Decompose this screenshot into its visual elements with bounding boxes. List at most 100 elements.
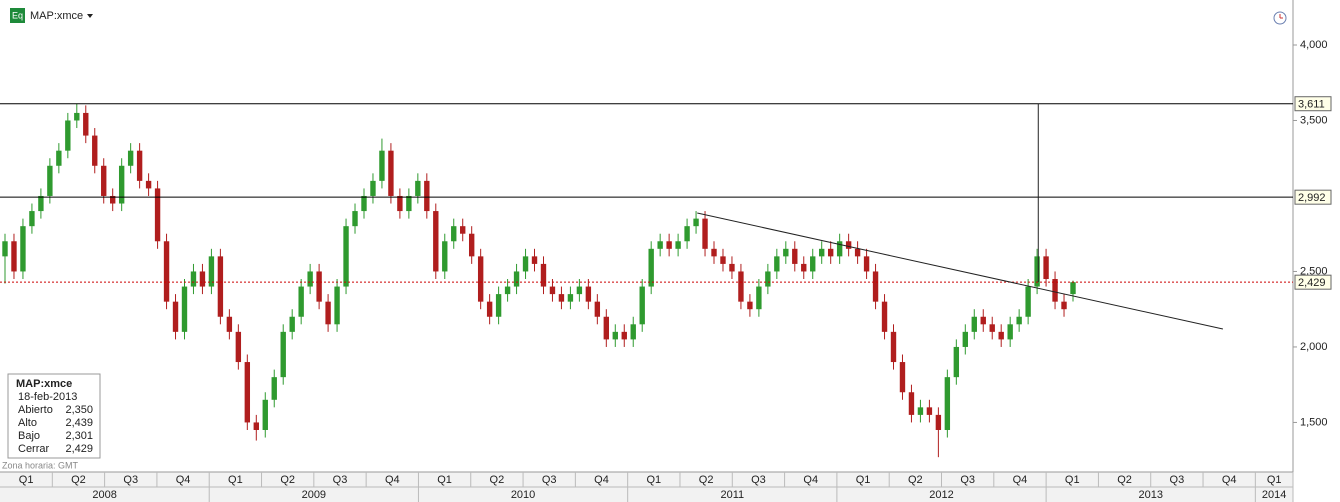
candle-body — [154, 188, 161, 242]
candle-body — [343, 226, 349, 287]
quarter-label: Q1 — [646, 474, 661, 486]
candle-body — [11, 241, 17, 272]
candle-body — [406, 195, 412, 212]
candle-body — [110, 195, 116, 204]
candle-body — [513, 271, 520, 287]
candle-body — [917, 407, 924, 415]
candle-body — [944, 377, 951, 430]
candle-body — [280, 331, 286, 378]
candle-body — [1043, 256, 1049, 280]
candle-body — [307, 271, 313, 287]
candle-body — [190, 271, 197, 287]
candle-body — [244, 362, 251, 423]
timezone: Zona horaria: GMT — [2, 460, 79, 470]
candle-body — [854, 248, 861, 257]
info-label: Bajo — [18, 430, 40, 442]
candle-body — [908, 392, 915, 415]
info-value: 2,350 — [65, 404, 93, 416]
candle-body — [451, 226, 457, 242]
candle-body — [810, 256, 816, 272]
year-label: 2011 — [720, 489, 744, 501]
candle-body — [747, 301, 753, 310]
candle-body — [693, 218, 699, 227]
candle-body — [208, 256, 215, 287]
candle-body — [603, 316, 610, 340]
candle-body — [83, 112, 89, 136]
candle-body — [971, 316, 977, 332]
candle-body — [433, 211, 439, 272]
dropdown-arrow[interactable] — [87, 14, 93, 18]
candle-body — [872, 271, 879, 302]
candle-body — [962, 331, 968, 347]
candle-body — [316, 271, 322, 302]
candle-body — [666, 241, 672, 249]
candle-body — [639, 286, 645, 325]
candle-body — [899, 362, 906, 393]
candle-body — [890, 331, 897, 363]
candle-body — [74, 112, 80, 121]
candle-body — [47, 165, 53, 196]
candle-body — [756, 286, 762, 310]
candle-body — [217, 256, 224, 317]
candle-body — [738, 271, 744, 302]
symbol-selector[interactable]: MAP:xmce — [30, 10, 83, 22]
candle-body — [199, 271, 206, 287]
candle-body — [657, 241, 663, 249]
quarter-label: Q2 — [699, 474, 714, 486]
level-label-box — [1294, 274, 1332, 290]
quarter-label: Q1 — [19, 474, 34, 486]
info-value: 2,439 — [65, 417, 93, 429]
candle-body — [1007, 324, 1013, 340]
candle-body — [621, 331, 627, 340]
candle-body — [1070, 282, 1076, 295]
candle-body — [20, 226, 26, 272]
quarter-label: Q3 — [960, 474, 975, 486]
candle-body — [935, 414, 942, 430]
candle-body — [783, 248, 789, 257]
clock-hands — [1279, 14, 1283, 19]
candle-body — [1016, 316, 1022, 325]
candle-body — [253, 422, 259, 430]
candle-body — [522, 256, 529, 272]
candle-body — [289, 316, 295, 332]
level-label: 2,992 — [1298, 192, 1326, 204]
level-label-box — [1294, 96, 1332, 112]
quarter-label: Q1 — [1267, 474, 1282, 486]
candle-body — [145, 180, 152, 189]
candle-body — [720, 256, 726, 264]
candle-body — [819, 248, 825, 257]
quarter-label: Q4 — [803, 474, 818, 486]
candle-body — [989, 324, 995, 332]
candle-body — [845, 241, 852, 249]
candle-body — [361, 195, 367, 212]
quarter-label: Q1 — [856, 474, 871, 486]
candle-body — [325, 301, 331, 325]
quarter-label: Q3 — [123, 474, 138, 486]
candle-body — [388, 150, 394, 196]
candle-body — [801, 263, 807, 272]
candle-body — [1034, 256, 1040, 287]
info-label: Abierto — [18, 404, 53, 416]
candle-body — [262, 399, 268, 430]
level-label-box — [1294, 189, 1332, 205]
candle-body — [226, 316, 233, 332]
candle-body — [486, 301, 493, 317]
icon-text: Eq — [12, 10, 23, 20]
candle-body — [836, 241, 843, 257]
level-label: 2,429 — [1298, 277, 1326, 289]
candle-body — [729, 263, 735, 272]
level-label: 3,611 — [1298, 99, 1325, 111]
candle-body — [1061, 301, 1067, 310]
info-value: 2,301 — [65, 430, 93, 442]
candle-body — [38, 195, 44, 212]
symbol-icon — [10, 8, 25, 23]
candle-body — [2, 241, 8, 257]
candle-body — [298, 286, 304, 317]
year-label: 2013 — [1138, 489, 1162, 501]
candle-body — [101, 165, 107, 196]
quarter-label: Q4 — [1013, 474, 1028, 486]
quarter-label: Q1 — [228, 474, 243, 486]
candle-body — [504, 286, 511, 295]
y-tick-label: 3,500 — [1300, 114, 1328, 126]
year-label: 2014 — [1262, 489, 1286, 501]
